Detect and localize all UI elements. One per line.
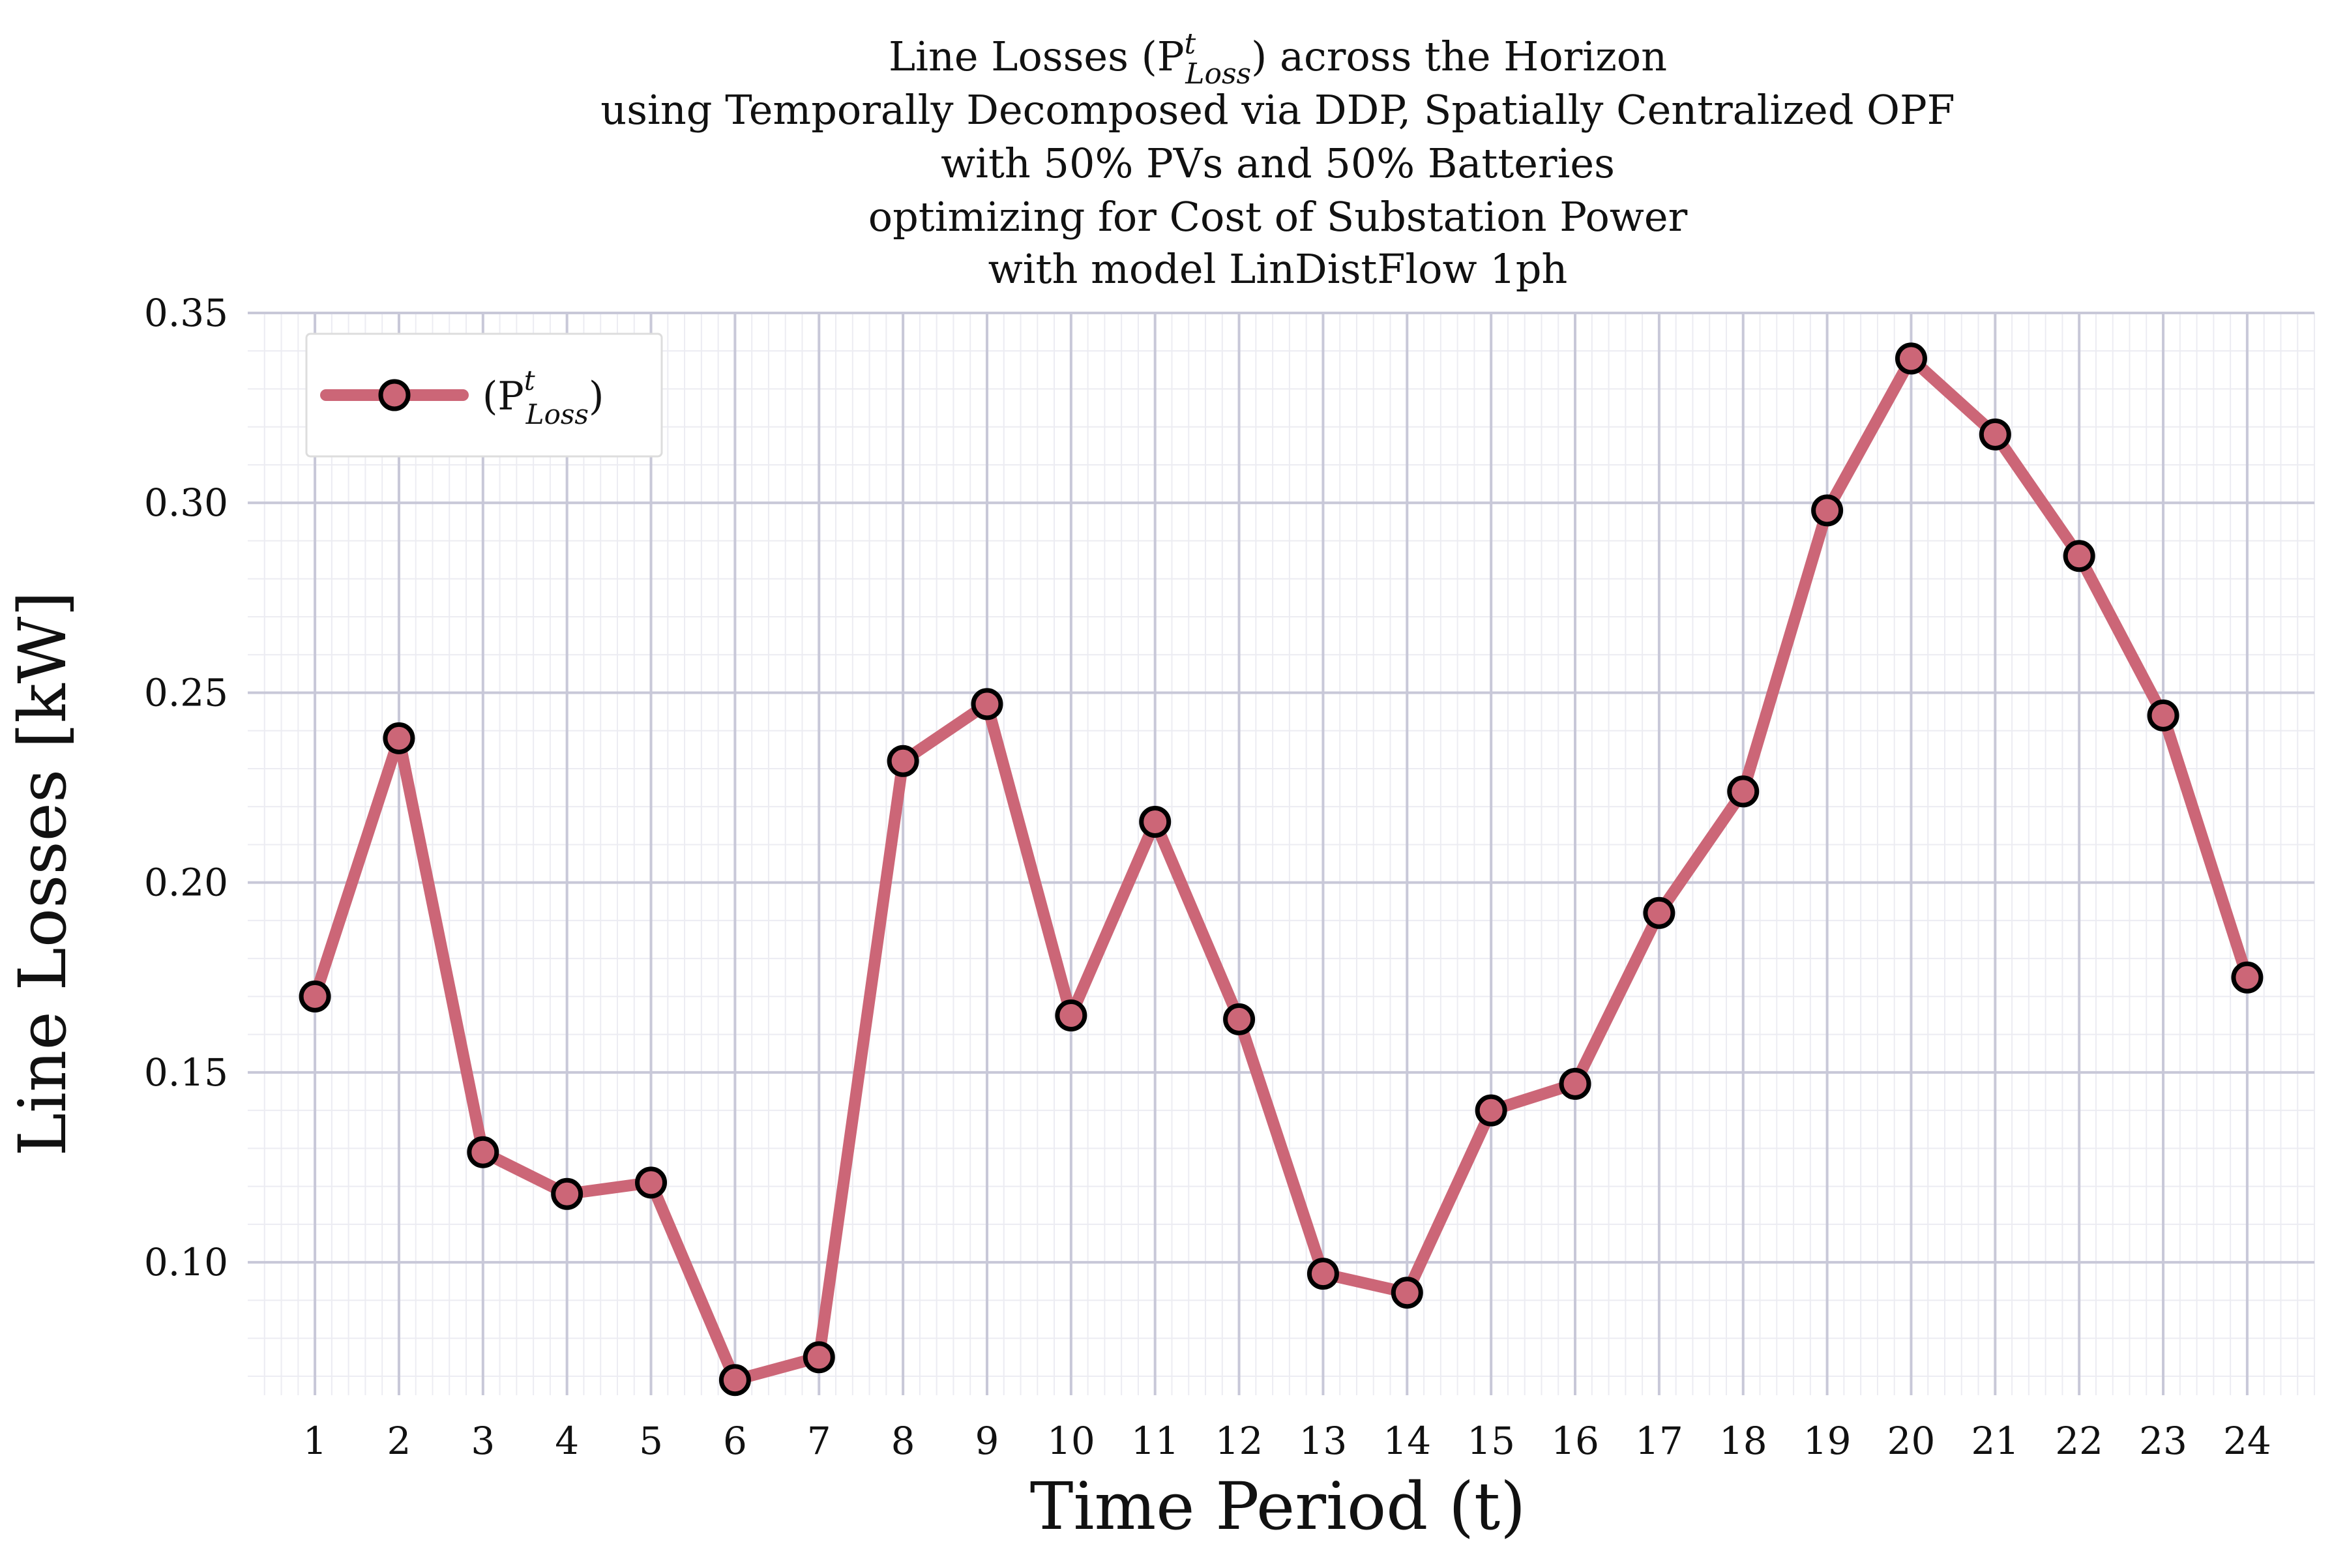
data-point bbox=[383, 722, 415, 754]
y-tick-label: 0.10 bbox=[144, 1240, 228, 1284]
title-line-3: with 50% PVs and 50% Batteries bbox=[941, 140, 1615, 187]
x-tick-label: 6 bbox=[723, 1419, 747, 1463]
legend-marker-swatch bbox=[378, 379, 411, 411]
title-sub: Loss bbox=[1185, 57, 1251, 91]
y-axis-label: Line Losses [kW] bbox=[5, 591, 81, 1157]
data-point bbox=[1139, 805, 1172, 838]
data-point bbox=[803, 1341, 835, 1374]
data-point bbox=[971, 688, 1003, 720]
title-line-2: using Temporally Decomposed via DDP, Spa… bbox=[600, 86, 1955, 134]
y-tick-label: 0.15 bbox=[144, 1050, 228, 1095]
data-point bbox=[299, 980, 331, 1013]
data-point bbox=[718, 1364, 751, 1397]
x-tick-label: 15 bbox=[1467, 1419, 1515, 1463]
x-tick-label: 23 bbox=[2139, 1419, 2187, 1463]
x-axis-ticks: 1 2 3 4 5 6 7 8 9 10 11 12 13 14 15 16 17 18 19 20 21 22 23 24 bbox=[303, 1419, 2271, 1463]
data-point bbox=[635, 1166, 668, 1199]
x-tick-label: 2 bbox=[387, 1419, 411, 1463]
legend-box bbox=[305, 333, 663, 458]
data-point bbox=[551, 1177, 583, 1210]
data-point bbox=[1979, 418, 2011, 451]
data-point bbox=[1643, 896, 1675, 929]
data-point bbox=[1895, 342, 1927, 375]
data-point bbox=[1223, 1003, 1256, 1035]
legend-sup: t bbox=[524, 364, 535, 396]
x-tick-label: 7 bbox=[807, 1419, 831, 1463]
y-tick-label: 0.20 bbox=[144, 861, 228, 905]
x-tick-label: 17 bbox=[1635, 1419, 1683, 1463]
data-point bbox=[2231, 961, 2264, 994]
x-tick-label: 12 bbox=[1215, 1419, 1263, 1463]
data-point bbox=[1391, 1277, 1423, 1309]
chart-title: Line Losses (Pt Loss) across the Horizon … bbox=[600, 27, 1955, 293]
x-tick-label: 21 bbox=[1971, 1419, 2019, 1463]
data-point bbox=[1475, 1094, 1507, 1127]
x-tick-label: 4 bbox=[555, 1419, 579, 1463]
y-tick-label: 0.35 bbox=[144, 291, 228, 335]
series-layer bbox=[299, 342, 2264, 1397]
title-line-4: optimizing for Cost of Substation Power bbox=[868, 193, 1688, 241]
x-tick-label: 8 bbox=[891, 1419, 915, 1463]
x-tick-label: 5 bbox=[639, 1419, 663, 1463]
x-tick-label: 9 bbox=[975, 1419, 999, 1463]
x-tick-label: 11 bbox=[1131, 1419, 1179, 1463]
x-tick-label: 20 bbox=[1887, 1419, 1936, 1463]
major-grid bbox=[248, 312, 2314, 1395]
data-point bbox=[467, 1136, 499, 1168]
data-point bbox=[1727, 775, 1760, 808]
title-line-1: Line Losses (Pt Loss) across the Horizon bbox=[889, 27, 1667, 91]
y-tick-label: 0.25 bbox=[144, 670, 228, 715]
x-tick-label: 14 bbox=[1383, 1419, 1431, 1463]
data-point bbox=[887, 745, 919, 777]
data-point bbox=[1811, 494, 1844, 527]
x-tick-label: 22 bbox=[2055, 1419, 2103, 1463]
x-tick-label: 3 bbox=[471, 1419, 495, 1463]
title-line-5: with model LinDistFlow 1ph bbox=[988, 245, 1568, 293]
data-point bbox=[1306, 1258, 1339, 1290]
x-tick-label: 19 bbox=[1803, 1419, 1852, 1463]
data-point bbox=[1559, 1067, 1591, 1100]
legend: (Pt Loss) bbox=[305, 333, 663, 458]
x-axis-label: Time Period (t) bbox=[1030, 1468, 1526, 1545]
x-tick-label: 16 bbox=[1551, 1419, 1599, 1463]
x-tick-label: 18 bbox=[1719, 1419, 1767, 1463]
data-point bbox=[2063, 540, 2095, 572]
data-point bbox=[1055, 999, 1087, 1032]
title-sup: t bbox=[1185, 27, 1196, 61]
y-tick-label: 0.30 bbox=[144, 481, 228, 525]
legend-entry-label: (Pt Loss) bbox=[482, 364, 604, 430]
x-tick-label: 10 bbox=[1047, 1419, 1095, 1463]
x-tick-label: 1 bbox=[303, 1419, 327, 1463]
data-point bbox=[2147, 699, 2179, 732]
y-axis-ticks: 0.10 0.15 0.20 0.25 0.30 0.35 bbox=[144, 291, 228, 1284]
x-tick-label: 13 bbox=[1299, 1419, 1348, 1463]
legend-sub: Loss bbox=[525, 398, 589, 430]
x-tick-label: 24 bbox=[2223, 1419, 2271, 1463]
